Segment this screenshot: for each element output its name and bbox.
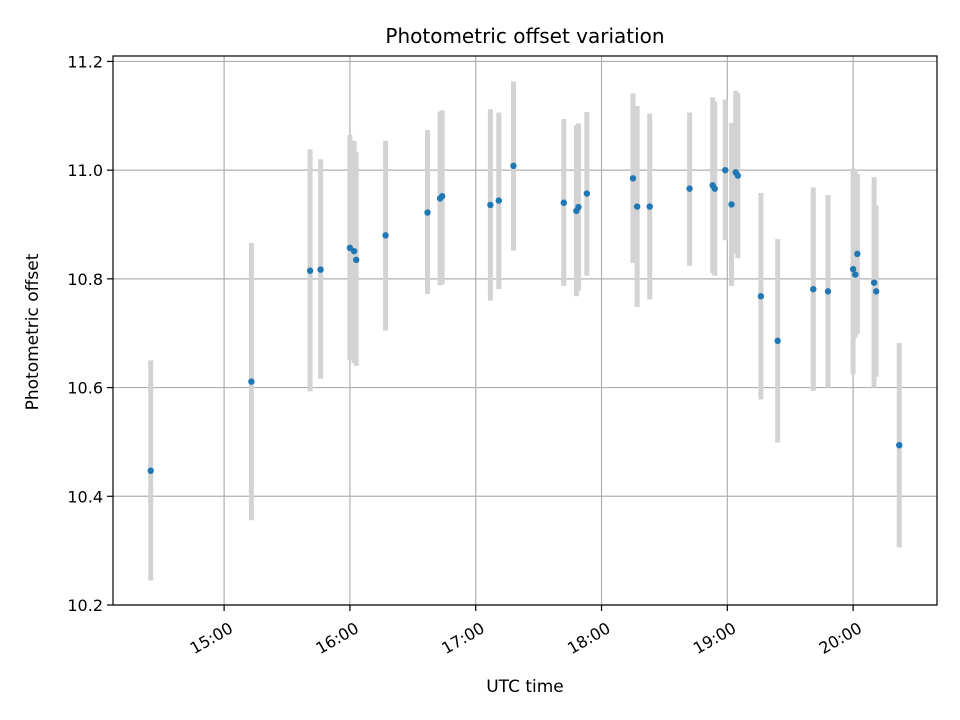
- data-point: [852, 271, 859, 278]
- y-tick-label: 10.2: [67, 596, 103, 615]
- data-point: [896, 441, 903, 449]
- data-point: [438, 193, 446, 200]
- data-point: [560, 199, 567, 206]
- data-points: [147, 162, 903, 474]
- data-point: [317, 266, 324, 273]
- data-point: [487, 201, 494, 209]
- data-point: [686, 185, 693, 192]
- data-point: [711, 185, 718, 192]
- x-axis-label: UTC time: [486, 677, 564, 697]
- data-point: [248, 378, 255, 385]
- data-point: [810, 285, 817, 293]
- data-point: [728, 201, 735, 208]
- data-point: [306, 267, 314, 274]
- y-tick-label: 11.2: [67, 52, 103, 71]
- data-point: [350, 247, 358, 255]
- plot-area-frame: [112, 55, 938, 606]
- data-point: [722, 166, 729, 174]
- data-point: [424, 209, 431, 216]
- data-point: [872, 288, 880, 295]
- chart-title: Photometric offset variation: [385, 24, 664, 48]
- data-point: [646, 203, 653, 210]
- data-point: [854, 250, 861, 258]
- data-point: [824, 288, 832, 295]
- data-point: [147, 467, 154, 474]
- data-point: [849, 265, 857, 273]
- data-point: [353, 256, 360, 264]
- y-axis-label: Photometric offset: [23, 253, 43, 410]
- data-point: [774, 337, 781, 345]
- data-point: [583, 190, 591, 197]
- data-point: [495, 197, 502, 204]
- data-point: [870, 279, 878, 286]
- data-point: [734, 172, 742, 179]
- data-point: [633, 203, 641, 210]
- y-tick-label: 10.8: [67, 270, 103, 289]
- data-point: [575, 203, 582, 211]
- y-tick-label: 11.0: [67, 161, 103, 180]
- y-tick-label: 10.4: [67, 487, 103, 506]
- y-tick-label: 10.6: [67, 379, 103, 398]
- data-point: [382, 232, 389, 239]
- data-point: [510, 162, 517, 169]
- data-point: [629, 175, 637, 182]
- data-point: [757, 293, 765, 300]
- y-axis-ticks: 10.2 10.4 10.6 10.8 11.0 11.2: [67, 52, 113, 615]
